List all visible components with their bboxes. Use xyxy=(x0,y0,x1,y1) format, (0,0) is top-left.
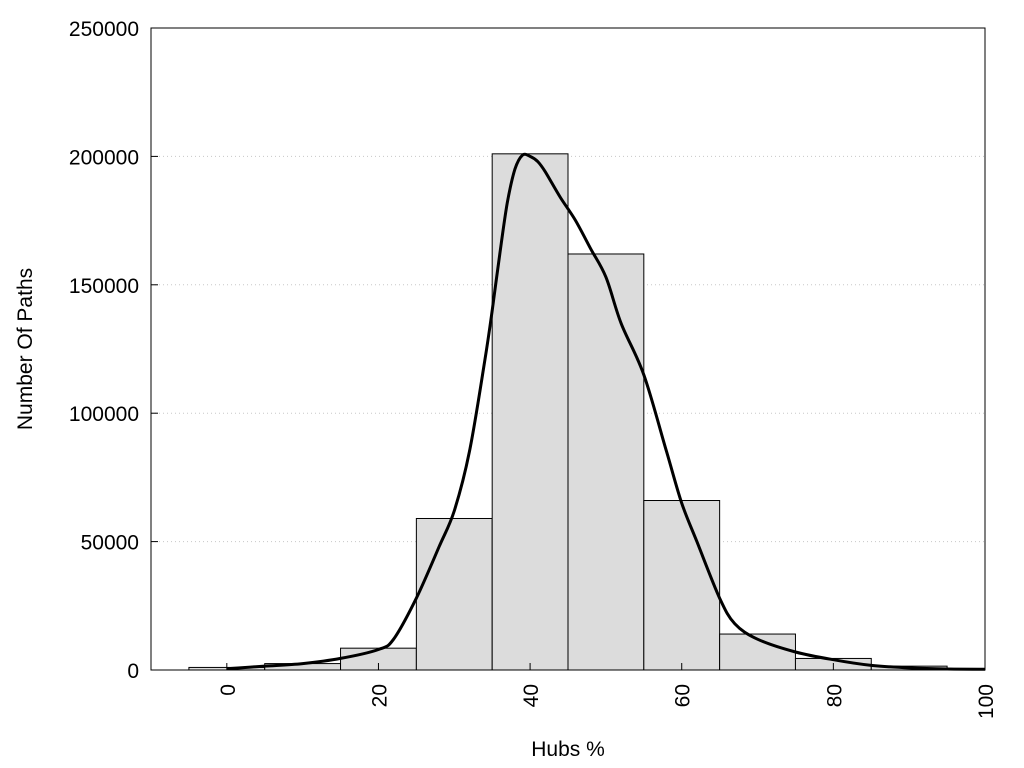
density-curve xyxy=(226,152,986,671)
y-tick-label: 50000 xyxy=(81,532,139,555)
x-axis-label: Hubs % xyxy=(531,738,605,761)
x-tick-label: 60 xyxy=(672,684,695,707)
histogram-bars xyxy=(188,153,948,671)
axis-ticks: 0 50000 100000 150000 200000 250000 0 20 40 60 80 1… xyxy=(69,18,998,719)
y-tick-label: 200000 xyxy=(69,146,139,169)
plot-frame xyxy=(150,27,986,671)
y-tick-label: 150000 xyxy=(69,275,139,298)
x-tick-label: 100 xyxy=(975,684,998,719)
density-curve-layer xyxy=(226,152,986,671)
histogram-bar xyxy=(643,500,721,671)
y-tick-label: 250000 xyxy=(69,18,139,41)
x-tick-label: 0 xyxy=(217,684,240,696)
y-tick-label: 100000 xyxy=(69,403,139,426)
histogram-bar xyxy=(567,253,645,671)
y-tick-label: 0 xyxy=(127,660,139,683)
histogram-bar xyxy=(415,517,493,671)
x-tick-label: 80 xyxy=(823,684,846,707)
x-tick-label: 40 xyxy=(520,684,543,707)
y-axis-label: Number Of Paths xyxy=(14,268,37,430)
x-tick-label: 20 xyxy=(368,684,391,707)
